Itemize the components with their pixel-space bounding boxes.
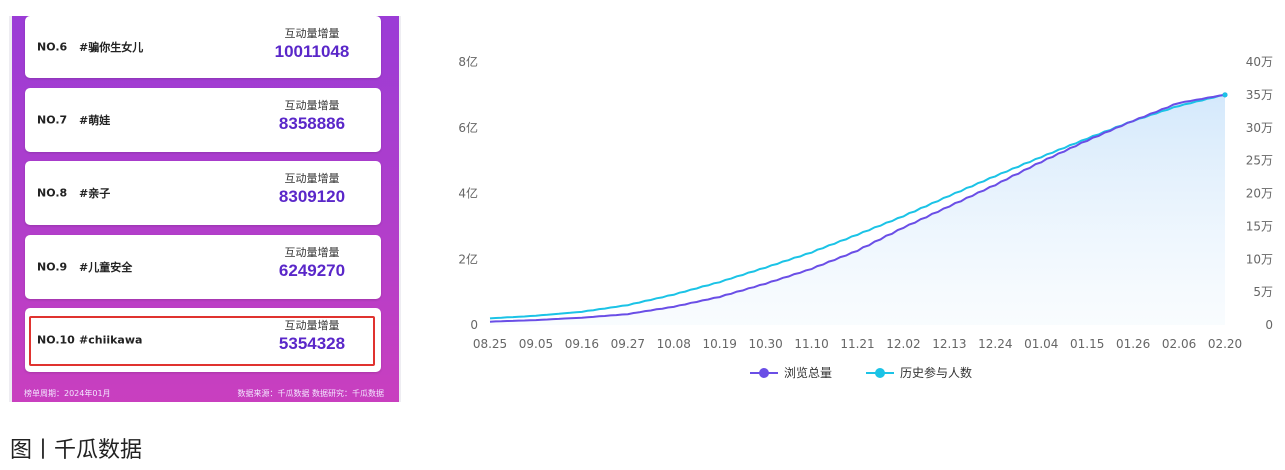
metric-label: 互动量增量 <box>284 319 340 332</box>
rank-card-9: NO.9 #儿童安全 互动量增量 6249270 <box>25 235 381 299</box>
rank-tag: #亲子 <box>79 187 111 200</box>
footer-source: 数据来源：千瓜数据 数据研究：千瓜数据 <box>237 389 384 398</box>
x-tick-label: 10.19 <box>703 337 737 351</box>
x-tick-label: 08.25 <box>473 337 507 351</box>
rank-number: NO.10 <box>37 333 75 347</box>
x-tick-label: 11.21 <box>840 337 874 351</box>
x-tick-label: 12.13 <box>932 337 966 351</box>
highlight-box <box>29 316 375 366</box>
y-right-tick-label: 20万 <box>1246 187 1273 201</box>
x-tick-label: 02.20 <box>1208 337 1242 351</box>
rank-card-10: NO.10 #chiikawa 互动量增量 5354328 <box>25 308 381 372</box>
x-tick-label: 09.16 <box>565 337 599 351</box>
metric-label: 互动量增量 <box>284 27 340 40</box>
legend-label: 历史参与人数 <box>900 365 972 380</box>
y-right-tick-label: 25万 <box>1246 154 1273 168</box>
y-left-tick-label: 8亿 <box>458 54 478 69</box>
figure-caption: 图丨千瓜数据 <box>10 438 143 463</box>
y-left-tick-label: 4亿 <box>458 186 478 201</box>
x-axis: 08.25 09.05 09.16 09.27 10.08 10.19 10.30 11.10… <box>473 337 1242 351</box>
y-left-tick-label: 2亿 <box>458 251 478 266</box>
y-right-tick-label: 40万 <box>1246 55 1273 69</box>
plot-area <box>489 92 1228 326</box>
x-tick-label: 01.15 <box>1070 337 1104 351</box>
x-tick-label: 12.02 <box>886 337 920 351</box>
series-line-views <box>489 93 1226 323</box>
x-tick-label: 09.27 <box>611 337 645 351</box>
x-tick-label: 01.26 <box>1116 337 1150 351</box>
y-right-tick-label: 5万 <box>1253 285 1273 299</box>
area-fill <box>490 94 1225 326</box>
metric-label: 互动量增量 <box>284 172 340 185</box>
y-left-tick-label: 6亿 <box>458 120 478 135</box>
x-tick-label: 11.10 <box>794 337 828 351</box>
metric-value: 5354328 <box>278 334 346 353</box>
x-tick-label: 10.30 <box>748 337 782 351</box>
y-right-tick-label: 15万 <box>1246 219 1273 233</box>
rank-card-7: NO.7 #萌娃 互动量增量 8358886 <box>25 88 381 152</box>
trend-chart: 0 2亿 4亿 6亿 8亿 0 5万 10万 15万 20万 25万 30万 35万 40万 08.25… <box>458 54 1273 380</box>
rank-tag: #萌娃 <box>79 114 111 127</box>
x-tick-label: 01.04 <box>1024 337 1058 351</box>
y-right-tick-label: 35万 <box>1246 88 1273 102</box>
y-axis-right: 0 5万 10万 15万 20万 25万 30万 35万 40万 <box>1246 55 1273 332</box>
rank-number: NO.9 <box>37 260 68 274</box>
y-axis-left: 0 2亿 4亿 6亿 8亿 <box>458 54 478 332</box>
metric-label: 互动量增量 <box>284 99 340 112</box>
rank-tag: #儿童安全 <box>79 261 133 274</box>
y-left-tick-label: 0 <box>470 318 478 332</box>
x-tick-label: 12.24 <box>978 337 1012 351</box>
metric-value: 10011048 <box>274 42 350 61</box>
ranking-panel: NO.6 #骗你生女儿 互动量增量 10011048 NO.7 #萌娃 互动量增… <box>9 16 401 402</box>
footer-period: 榜单周期：2024年01月 <box>24 389 111 398</box>
metric-label: 互动量增量 <box>284 246 340 259</box>
series-line-participants <box>489 93 1226 320</box>
metric-value: 8358886 <box>278 114 346 133</box>
y-right-tick-label: 30万 <box>1246 121 1273 135</box>
metric-value: 8309120 <box>278 187 346 206</box>
rank-number: NO.6 <box>37 40 68 54</box>
y-right-tick-label: 10万 <box>1246 252 1273 266</box>
series-end-point <box>1222 92 1228 98</box>
legend-label: 浏览总量 <box>784 365 832 380</box>
chart-legend: 浏览总量 历史参与人数 <box>750 365 972 380</box>
rank-number: NO.8 <box>37 186 68 200</box>
rank-card-6: NO.6 #骗你生女儿 互动量增量 10011048 <box>25 16 381 78</box>
rank-card-8: NO.8 #亲子 互动量增量 8309120 <box>25 161 381 225</box>
x-tick-label: 02.06 <box>1162 337 1196 351</box>
rank-number: NO.7 <box>37 113 68 127</box>
x-tick-label: 09.05 <box>519 337 553 351</box>
rank-tag: #chiikawa <box>79 333 143 347</box>
legend-marker <box>875 368 885 378</box>
legend-marker <box>759 368 769 378</box>
x-tick-label: 10.08 <box>657 337 691 351</box>
y-right-tick-label: 0 <box>1265 318 1273 332</box>
rank-tag: #骗你生女儿 <box>79 41 144 54</box>
metric-value: 6249270 <box>278 261 346 280</box>
